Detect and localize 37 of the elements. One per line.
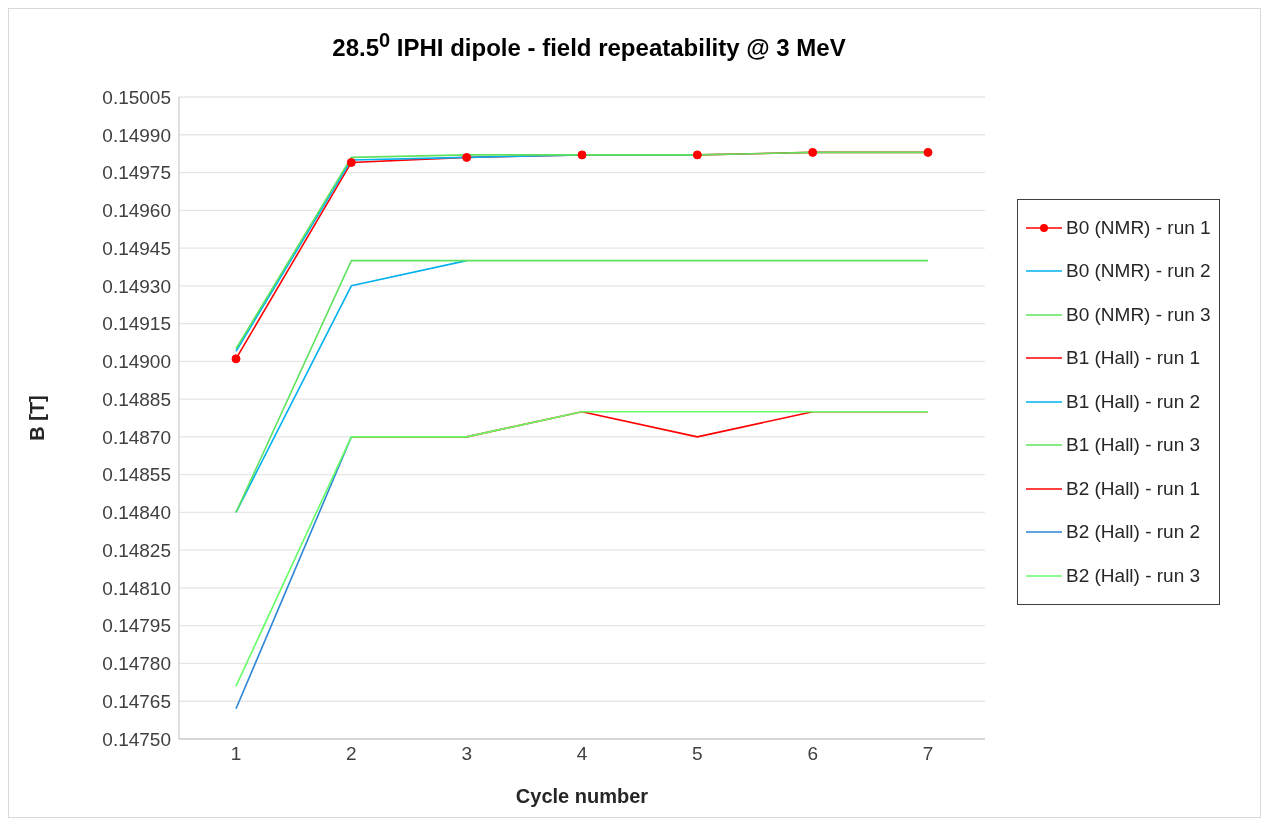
y-tick-label: 0.14765 [102, 690, 171, 712]
x-axis-title: Cycle number [515, 785, 649, 807]
y-tick-label: 0.15005 [102, 86, 171, 108]
y-tick-label: 0.14825 [102, 539, 171, 561]
y-tick-label: 0.14840 [102, 502, 171, 524]
legend-label: B0 (NMR) - run 3 [1066, 303, 1211, 326]
legend-label: B0 (NMR) - run 2 [1066, 260, 1211, 283]
y-tick-label: 0.14750 [102, 728, 171, 750]
x-tick-label: 2 [346, 743, 357, 765]
y-tick-label: 0.14990 [102, 124, 171, 146]
legend-label: B1 (Hall) - run 2 [1066, 390, 1201, 413]
legend-label: B2 (Hall) - run 1 [1066, 477, 1201, 500]
legend-label: B1 (Hall) - run 1 [1066, 347, 1201, 370]
legend-label: B1 (Hall) - run 3 [1066, 434, 1201, 457]
x-tick-label: 6 [807, 743, 818, 765]
y-tick-label: 0.14975 [102, 162, 171, 184]
x-tick-label: 7 [922, 743, 934, 765]
x-tick-label: 3 [461, 743, 472, 765]
legend-label: B0 (NMR) - run 1 [1066, 216, 1211, 239]
y-tick-label: 0.14900 [102, 351, 171, 373]
legend-label: B2 (Hall) - run 3 [1066, 564, 1201, 587]
x-tick-label: 1 [230, 743, 242, 765]
y-tick-label: 0.14945 [102, 237, 171, 259]
x-tick-label: 4 [576, 743, 588, 765]
legend-label: B2 (Hall) - run 2 [1066, 521, 1201, 544]
y-axis-title: B [T] [26, 395, 49, 441]
y-tick-label: 0.14870 [102, 426, 171, 448]
y-tick-label: 0.14855 [102, 464, 171, 486]
y-tick-label: 0.14930 [102, 275, 171, 297]
chart-title: 28.5$^{0}$ IPHI dipole - field repeatability @ 3 MeV [331, 29, 847, 62]
y-tick-label: 0.14885 [102, 388, 171, 410]
y-tick-label: 0.14795 [102, 615, 171, 637]
y-tick-label: 0.14915 [102, 313, 171, 335]
y-tick-label: 0.14780 [102, 653, 171, 675]
x-tick-label: 5 [692, 743, 703, 765]
y-tick-label: 0.14960 [102, 200, 171, 222]
y-tick-label: 0.14810 [102, 577, 171, 599]
